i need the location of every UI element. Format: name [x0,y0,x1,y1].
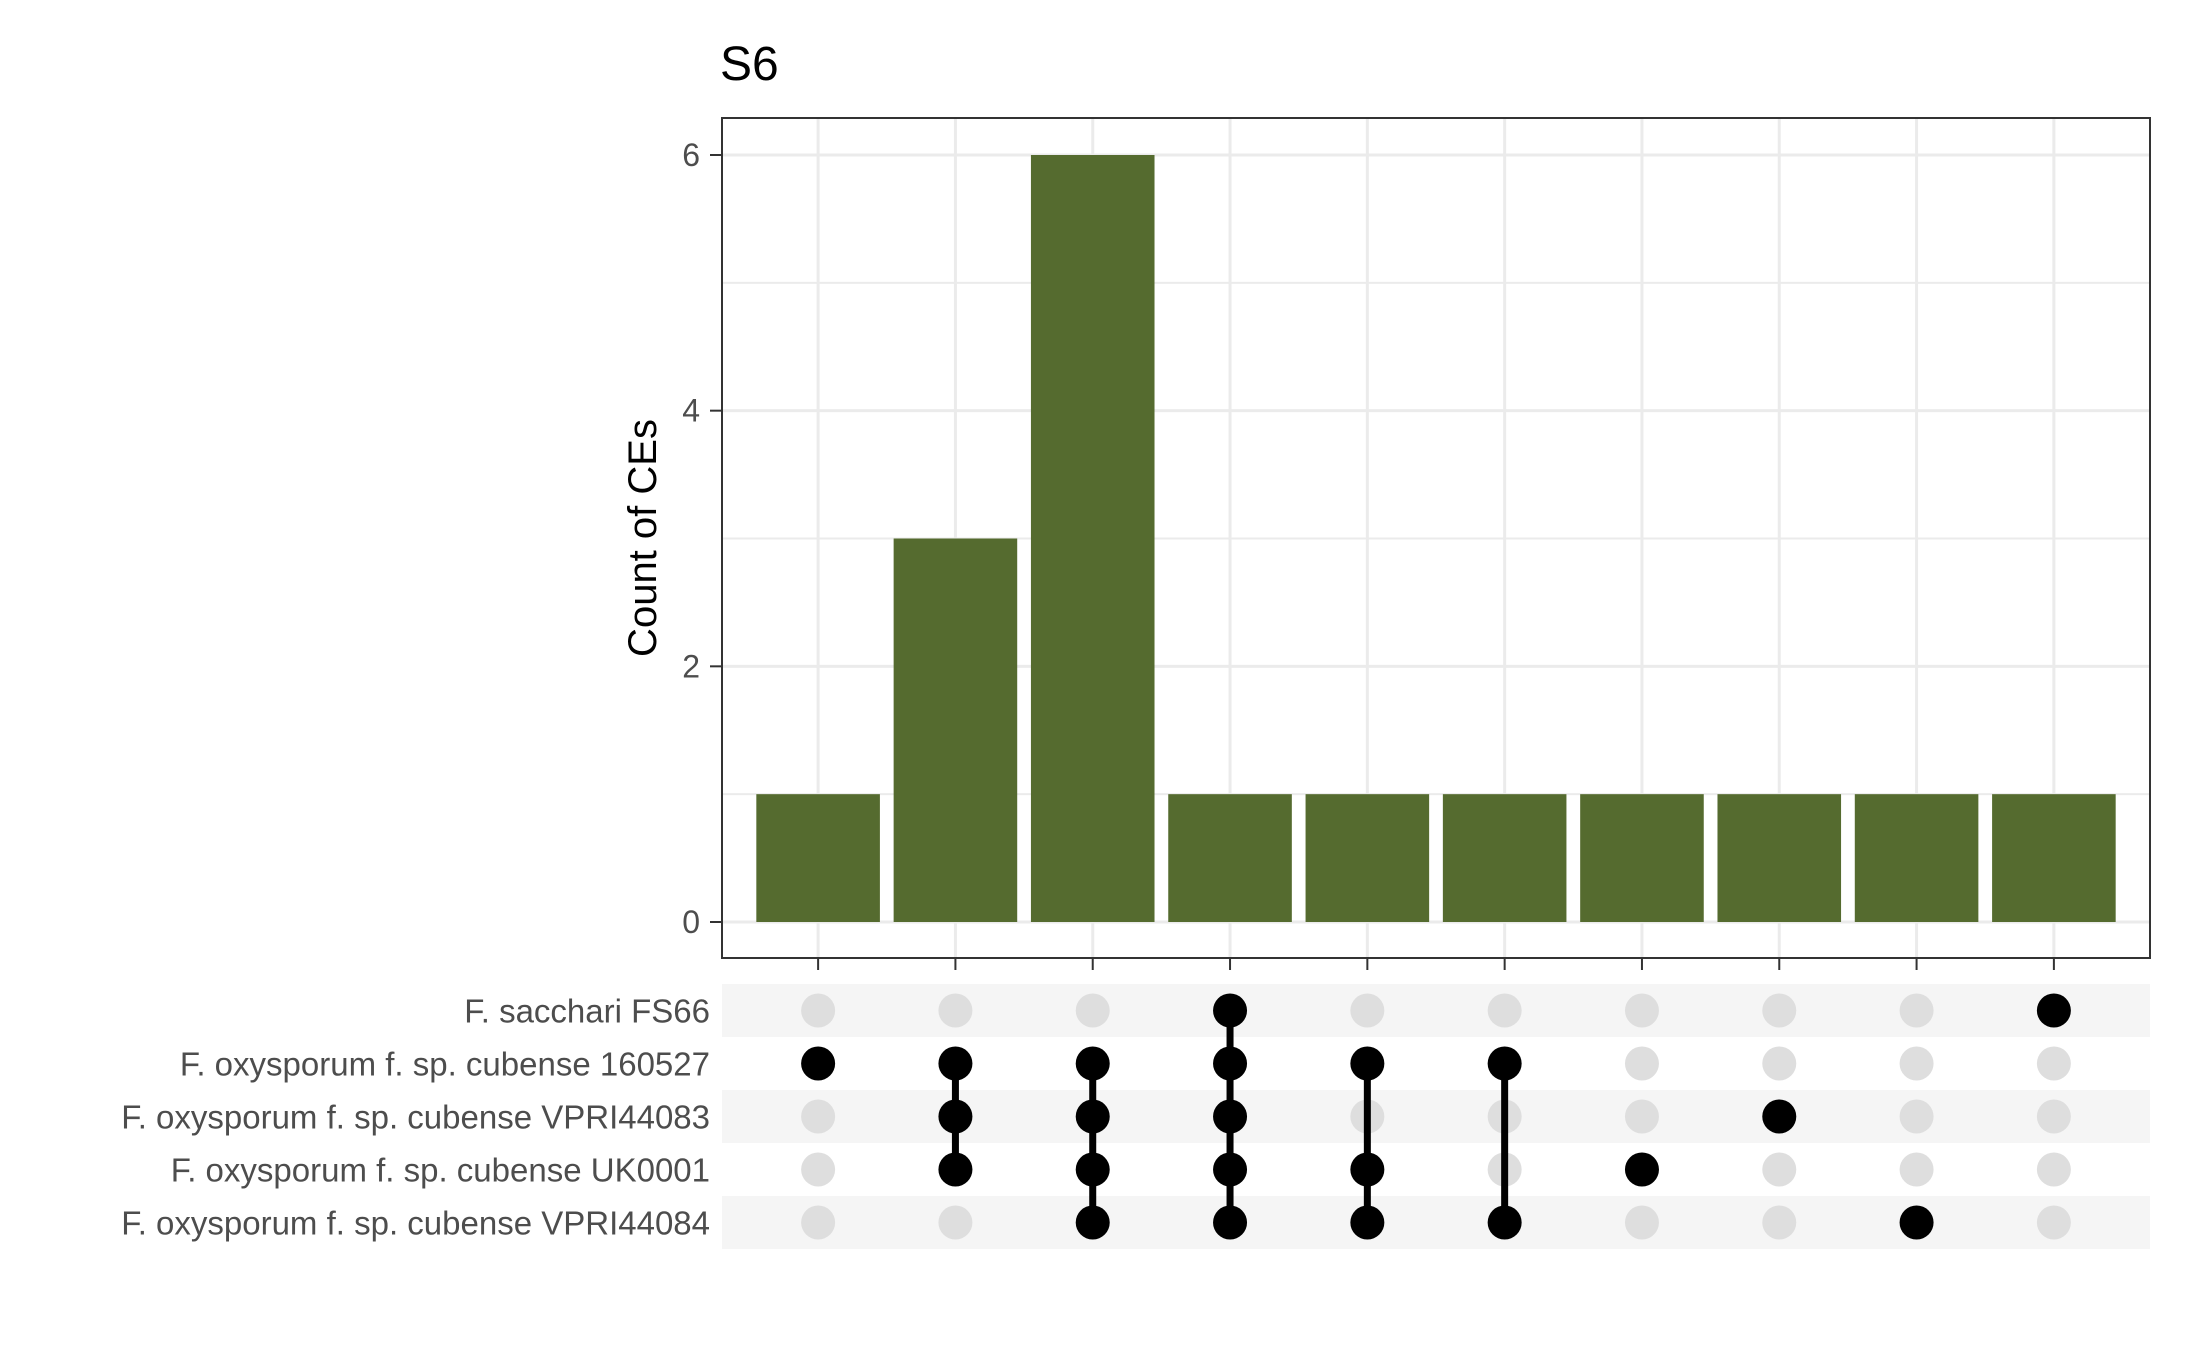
matrix-dot-inactive [801,1152,836,1187]
matrix-dot-active [938,1046,973,1081]
matrix-dot-inactive [1762,1046,1797,1081]
matrix-dot-inactive [1487,993,1522,1028]
y-tick-label: 6 [682,137,700,173]
matrix-dot-active [1762,1099,1797,1134]
set-label: F. sacchari FS66 [464,993,710,1030]
bar-intersection-2 [893,538,1018,922]
matrix-row-stripe [722,1090,2150,1143]
bar-intersection-4 [1168,794,1292,922]
bar-intersection-6 [1442,794,1567,922]
matrix-dot-active [1213,1046,1248,1081]
matrix-dot-inactive [801,993,836,1028]
matrix-dot-inactive [1624,1205,1659,1240]
matrix-dot-active [1213,1099,1248,1134]
matrix-dot-active [1350,1205,1385,1240]
matrix-row-stripe [722,984,2150,1037]
axis-layer: 0 2 4 6 [682,137,2055,970]
matrix-dot-inactive [1624,1046,1659,1081]
matrix-dot-active [1075,1205,1110,1240]
matrix-dot-active [1213,1152,1248,1187]
matrix-dot-active [1350,1152,1385,1187]
matrix-dot-active [1075,1046,1110,1081]
matrix-dot-active [938,1152,973,1187]
matrix-dot-active [1213,1205,1248,1240]
matrix-dot-inactive [1899,1152,1934,1187]
matrix-dot-inactive [1762,1205,1797,1240]
matrix-dot-active [1899,1205,1934,1240]
matrix-dot-inactive [1899,1099,1934,1134]
matrix-dot-active [1624,1152,1659,1187]
set-label: F. oxysporum f. sp. cubense VPRI44084 [121,1205,710,1242]
matrix-dot-active [801,1046,836,1081]
matrix-dot-inactive [1762,993,1797,1028]
matrix-dot-inactive [1899,993,1934,1028]
bar-intersection-10 [1992,794,2116,922]
bar-intersection-5 [1305,794,1430,922]
bar-intersection-9 [1854,794,1979,922]
set-label: F. oxysporum f. sp. cubense UK0001 [171,1152,710,1189]
y-axis-label: Count of CEs [621,419,665,657]
matrix-dot-active [1487,1046,1522,1081]
y-tick-label: 0 [682,904,700,940]
set-label: F. oxysporum f. sp. cubense VPRI44083 [121,1099,710,1136]
y-tick-label: 4 [682,393,700,429]
matrix-dot-inactive [1899,1046,1934,1081]
matrix-dot-active [1350,1046,1385,1081]
matrix-dot-inactive [2036,1046,2071,1081]
matrix-dot-active [2036,993,2071,1028]
intersection-matrix: F. sacchari FS66 F. oxysporum f. sp. cube… [121,984,2150,1249]
matrix-dot-inactive [1762,1152,1797,1187]
bar-layer [756,155,2116,922]
chart-title: S6 [720,38,779,91]
matrix-dot-active [1487,1205,1522,1240]
matrix-dot-inactive [801,1205,836,1240]
bar-intersection-7 [1580,794,1704,922]
matrix-dot-active [938,1099,973,1134]
matrix-dot-inactive [2036,1152,2071,1187]
matrix-dot-inactive [1624,993,1659,1028]
bar-intersection-8 [1717,794,1842,922]
matrix-dot-inactive [938,993,973,1028]
matrix-row-stripe [722,1196,2150,1249]
y-tick-label: 2 [682,648,700,684]
plot-frame [721,117,2151,959]
matrix-dot-inactive [1350,993,1385,1028]
bar-intersection-1 [756,794,880,922]
matrix-dot-inactive [938,1205,973,1240]
matrix-dot-active [1075,1152,1110,1187]
bar-intersection-3 [1030,155,1155,922]
matrix-dot-inactive [2036,1205,2071,1240]
set-label: F. oxysporum f. sp. cubense 160527 [180,1046,710,1083]
matrix-dot-inactive [1624,1099,1659,1134]
matrix-dot-inactive [1075,993,1110,1028]
matrix-dot-inactive [801,1099,836,1134]
matrix-dot-active [1213,993,1248,1028]
matrix-dot-inactive [2036,1099,2071,1134]
matrix-dot-active [1075,1099,1110,1134]
